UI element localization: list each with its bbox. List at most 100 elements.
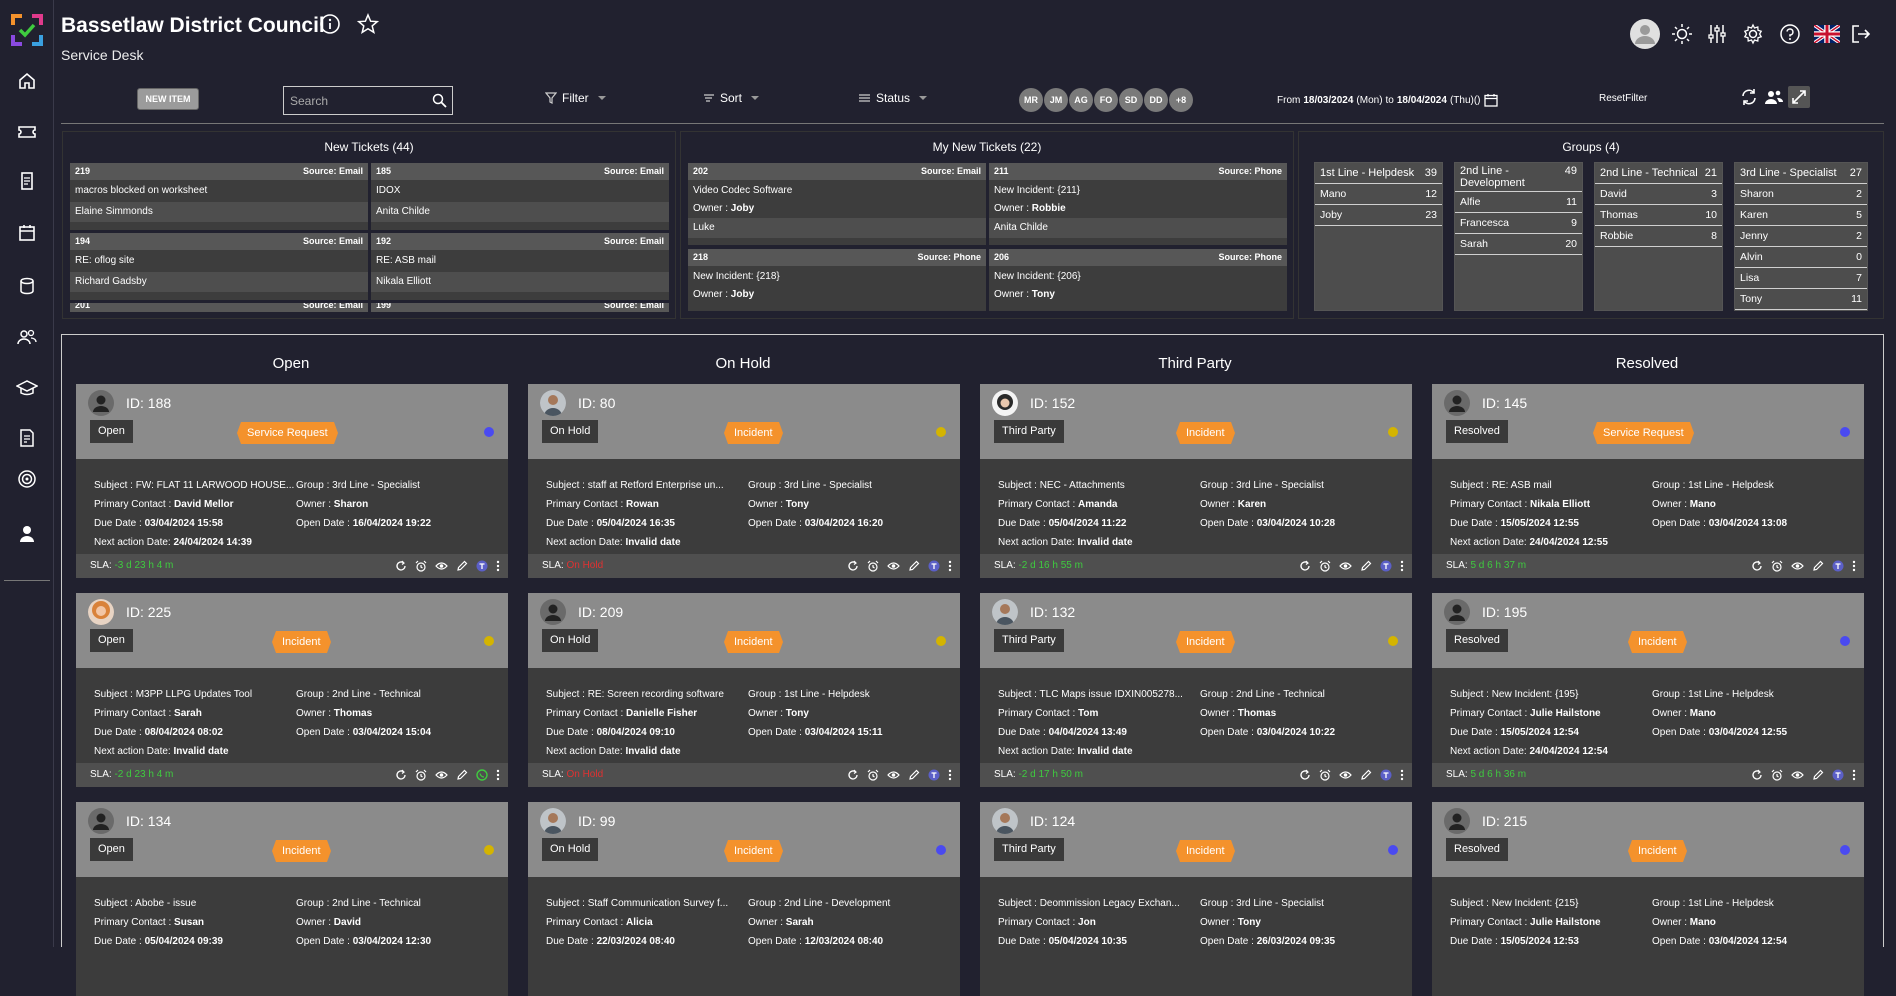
more-vertical-icon[interactable] bbox=[1852, 560, 1856, 572]
nav-calendar[interactable] bbox=[0, 218, 54, 248]
eye-icon[interactable] bbox=[435, 769, 448, 781]
reopen-icon[interactable] bbox=[395, 560, 407, 572]
refresh-icon[interactable] bbox=[1740, 88, 1758, 106]
reopen-icon[interactable] bbox=[1751, 560, 1763, 572]
search-input[interactable] bbox=[284, 87, 424, 114]
more-vertical-icon[interactable] bbox=[948, 769, 952, 781]
edit-icon[interactable] bbox=[908, 769, 920, 781]
nav-contracts[interactable] bbox=[0, 423, 54, 453]
reset-filter-button[interactable]: ResetFilter bbox=[1599, 93, 1648, 104]
eye-icon[interactable] bbox=[1339, 769, 1352, 781]
group-column[interactable]: 2nd Line - Development 49 Alfie 11 Frances… bbox=[1454, 162, 1583, 311]
whatsapp-icon[interactable] bbox=[476, 769, 488, 781]
edit-icon[interactable] bbox=[908, 560, 920, 572]
ticket-card[interactable]: ID: 209 On Hold Incident Subject : RE: Scre… bbox=[528, 593, 960, 787]
star-icon[interactable] bbox=[357, 13, 379, 35]
search-icon[interactable] bbox=[432, 93, 447, 108]
reopen-icon[interactable] bbox=[1299, 560, 1311, 572]
ticket-card[interactable]: ID: 80 On Hold Incident Subject : staff at … bbox=[528, 384, 960, 578]
eye-icon[interactable] bbox=[887, 769, 900, 781]
new-ticket-card[interactable]: 194 Source: Email RE: oflog site Richard … bbox=[70, 233, 368, 300]
ticket-card[interactable]: ID: 188 Open Service Request Subject : FW: … bbox=[76, 384, 508, 578]
nav-users[interactable] bbox=[0, 322, 54, 352]
edit-icon[interactable] bbox=[1812, 560, 1824, 572]
alarm-icon[interactable] bbox=[1319, 560, 1331, 572]
assignee-avatar[interactable]: DD bbox=[1144, 88, 1168, 112]
ticket-card[interactable]: ID: 152 Third Party Incident Subject : NEC … bbox=[980, 384, 1412, 578]
my-ticket-card[interactable]: 218 Source: Phone New Incident: {218} Own… bbox=[688, 249, 986, 311]
calendar-icon[interactable] bbox=[1483, 93, 1498, 107]
sort-dropdown[interactable]: Sort bbox=[703, 91, 760, 105]
more-assignees[interactable]: +8 bbox=[1169, 88, 1193, 112]
reopen-icon[interactable] bbox=[847, 560, 859, 572]
more-vertical-icon[interactable] bbox=[1852, 769, 1856, 781]
alarm-icon[interactable] bbox=[1319, 769, 1331, 781]
alarm-icon[interactable] bbox=[1771, 560, 1783, 572]
alarm-icon[interactable] bbox=[415, 769, 427, 781]
theme-toggle[interactable] bbox=[1666, 18, 1698, 50]
filter-dropdown[interactable]: Filter bbox=[545, 91, 606, 105]
reopen-icon[interactable] bbox=[847, 769, 859, 781]
alarm-icon[interactable] bbox=[867, 769, 879, 781]
nav-database[interactable] bbox=[0, 271, 54, 301]
teams-icon[interactable] bbox=[928, 560, 940, 572]
more-vertical-icon[interactable] bbox=[948, 560, 952, 572]
group-column[interactable]: 2nd Line - Technical 21 David 3 Thomas 10 R… bbox=[1594, 162, 1723, 311]
ticket-card[interactable]: ID: 215 Resolved Incident Subject : New Inc… bbox=[1432, 802, 1864, 996]
info-icon[interactable] bbox=[319, 13, 341, 35]
alarm-icon[interactable] bbox=[1771, 769, 1783, 781]
language-button[interactable] bbox=[1811, 18, 1843, 50]
ticket-card[interactable]: ID: 195 Resolved Incident Subject : New Inc… bbox=[1432, 593, 1864, 787]
app-logo[interactable] bbox=[10, 13, 44, 47]
assignee-avatar[interactable]: FO bbox=[1094, 88, 1118, 112]
alarm-icon[interactable] bbox=[867, 560, 879, 572]
expand-button[interactable] bbox=[1788, 86, 1810, 108]
teams-icon[interactable] bbox=[928, 769, 940, 781]
assignee-avatar[interactable]: AG bbox=[1069, 88, 1093, 112]
nav-training[interactable] bbox=[0, 373, 54, 403]
teams-icon[interactable] bbox=[1832, 560, 1844, 572]
my-ticket-card[interactable]: 211 Source: Phone New Incident: {211} Own… bbox=[989, 163, 1287, 245]
reopen-icon[interactable] bbox=[395, 769, 407, 781]
alarm-icon[interactable] bbox=[415, 560, 427, 572]
ticket-card[interactable]: ID: 225 Open Incident Subject : M3PP LLPG U… bbox=[76, 593, 508, 787]
my-ticket-card[interactable]: 202 Source: Email Video Codec Software Ow… bbox=[688, 163, 986, 245]
teams-icon[interactable] bbox=[1380, 560, 1392, 572]
new-ticket-card[interactable]: 192 Source: Email RE: ASB mail Nikala Ell… bbox=[371, 233, 669, 300]
edit-icon[interactable] bbox=[1360, 560, 1372, 572]
ticket-card[interactable]: ID: 124 Third Party Incident Subject : Deom… bbox=[980, 802, 1412, 996]
eye-icon[interactable] bbox=[1339, 560, 1352, 572]
eye-icon[interactable] bbox=[435, 560, 448, 572]
edit-icon[interactable] bbox=[456, 769, 468, 781]
nav-documents[interactable] bbox=[0, 166, 54, 196]
eye-icon[interactable] bbox=[887, 560, 900, 572]
assignee-avatar[interactable]: JM bbox=[1044, 88, 1068, 112]
assignee-avatar[interactable]: MR bbox=[1019, 88, 1043, 112]
new-ticket-card[interactable]: 201 Source: Email bbox=[70, 303, 368, 312]
new-item-button[interactable]: NEW ITEM bbox=[137, 88, 199, 110]
my-ticket-card[interactable]: 206 Source: Phone New Incident: {206} Own… bbox=[989, 249, 1287, 311]
group-column[interactable]: 3rd Line - Specialist 27 Sharon 2 Karen 5 J… bbox=[1734, 162, 1868, 311]
ticket-card[interactable]: ID: 99 On Hold Incident Subject : Staff Com… bbox=[528, 802, 960, 996]
teams-icon[interactable] bbox=[476, 560, 488, 572]
more-vertical-icon[interactable] bbox=[496, 769, 500, 781]
date-range[interactable]: From 18/03/2024 (Mon) to 18/04/2024 (Thu… bbox=[1277, 93, 1498, 107]
assign-user-icon[interactable] bbox=[1764, 88, 1784, 106]
assignee-avatar[interactable]: SD bbox=[1119, 88, 1143, 112]
more-vertical-icon[interactable] bbox=[1400, 560, 1404, 572]
ticket-card[interactable]: ID: 132 Third Party Incident Subject : TLC … bbox=[980, 593, 1412, 787]
edit-icon[interactable] bbox=[456, 560, 468, 572]
ticket-card[interactable]: ID: 134 Open Incident Subject : Abobe - iss… bbox=[76, 802, 508, 996]
reopen-icon[interactable] bbox=[1751, 769, 1763, 781]
edit-icon[interactable] bbox=[1360, 769, 1372, 781]
reopen-icon[interactable] bbox=[1299, 769, 1311, 781]
eye-icon[interactable] bbox=[1791, 560, 1804, 572]
new-ticket-card[interactable]: 219 Source: Email macros blocked on works… bbox=[70, 163, 368, 230]
logout-button[interactable] bbox=[1845, 18, 1877, 50]
group-column[interactable]: 1st Line - Helpdesk 39 Mano 12 Joby 23 bbox=[1314, 162, 1443, 311]
more-vertical-icon[interactable] bbox=[496, 560, 500, 572]
teams-icon[interactable] bbox=[1380, 769, 1392, 781]
more-vertical-icon[interactable] bbox=[1400, 769, 1404, 781]
user-avatar[interactable] bbox=[1629, 18, 1661, 50]
nav-profile[interactable] bbox=[0, 519, 54, 549]
